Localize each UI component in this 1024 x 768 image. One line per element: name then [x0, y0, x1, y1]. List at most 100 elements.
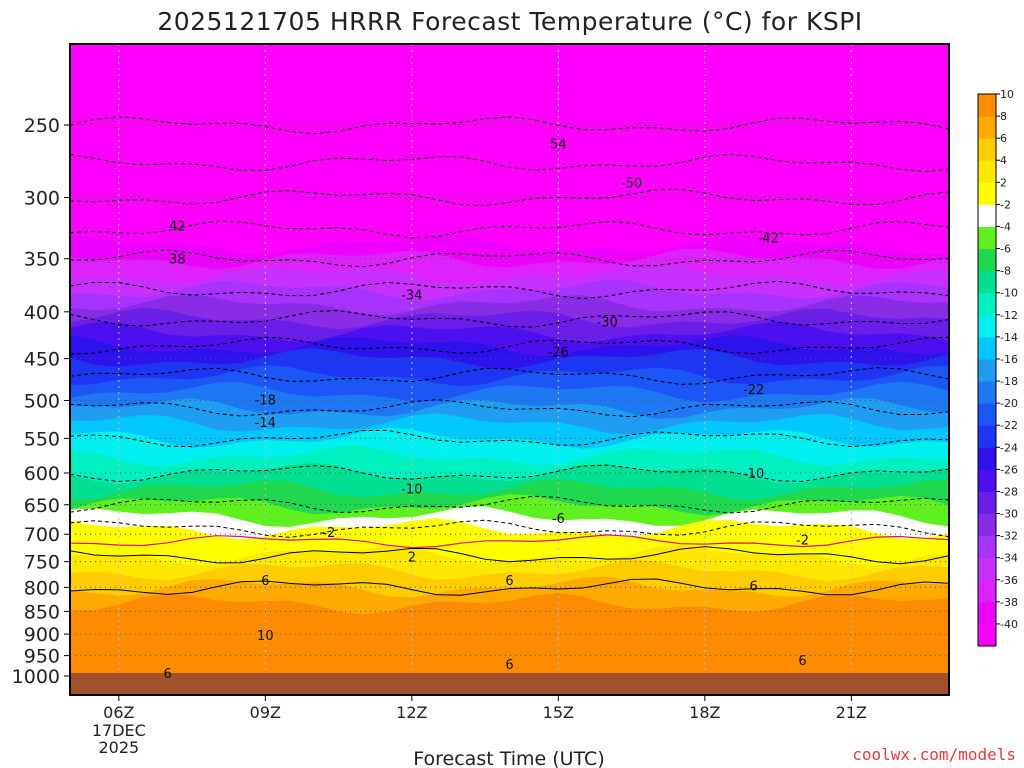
contour--18 — [70, 399, 949, 418]
contour-label-16: 2 — [408, 550, 416, 565]
band-fill-8 — [70, 593, 949, 695]
y-axis: 2503003504004505005506006507007508008509… — [12, 115, 70, 688]
colorbar-swatch-17 — [978, 248, 996, 272]
contour-lines — [70, 116, 949, 596]
x-date-label-1: 2025 — [98, 738, 139, 757]
x-tick-label-06Z: 06Z — [103, 703, 134, 722]
x-tick-label-09Z: 09Z — [250, 703, 281, 722]
contour-label-21: 6 — [164, 667, 172, 682]
contour-label-18: 6 — [505, 574, 513, 589]
contour-label-5: -34 — [401, 289, 422, 304]
colorbar-swatch-20 — [978, 182, 996, 205]
contour-label-6: -30 — [597, 316, 618, 331]
filled-contours — [70, 44, 949, 695]
colorbar-swatch-6 — [978, 491, 996, 515]
colorbar-tick-label-0: -40 — [1000, 618, 1018, 631]
colorbar-tick-label-2: -36 — [1000, 574, 1018, 587]
ground-surface — [70, 673, 949, 695]
y-tick-label-500: 500 — [24, 391, 60, 413]
y-tick-label-300: 300 — [24, 187, 60, 209]
y-tick-label-850: 850 — [24, 601, 60, 623]
y-tick-label-800: 800 — [24, 577, 60, 599]
colorbar-tick-label-20: 2 — [1000, 176, 1007, 189]
colorbar-swatch-2 — [978, 579, 996, 603]
contour-label-2: 42 — [169, 220, 186, 235]
colorbar-swatch-3 — [978, 557, 996, 581]
x-date-label-0: 17DEC — [92, 721, 146, 740]
colorbar-swatch-19 — [978, 204, 996, 227]
contour-label-9: -18 — [255, 394, 276, 409]
contour--38 — [70, 249, 949, 268]
contour-label-10: -14 — [255, 416, 276, 431]
colorbar-swatch-1 — [978, 601, 996, 625]
contour--50 — [70, 153, 949, 173]
colorbar-frame — [977, 93, 997, 647]
contour-label-13: -6 — [552, 512, 565, 527]
y-tick-label-1000: 1000 — [12, 666, 60, 688]
colorbar-tick-label-15: -10 — [1000, 287, 1018, 300]
colorbar-tick-label-6: -28 — [1000, 485, 1018, 498]
colorbar-tick-label-21: 4 — [1000, 154, 1007, 167]
contour-label-14: -2 — [322, 526, 335, 541]
contour-label-0: 54 — [550, 138, 567, 153]
colorbar-tick-label-10: -20 — [1000, 397, 1018, 410]
contour-2 — [70, 546, 949, 565]
colorbar-tick-label-3: -34 — [1000, 552, 1018, 565]
y-tick-label-400: 400 — [24, 302, 60, 324]
contour-label-12: -10 — [743, 467, 764, 482]
contour-label-19: 6 — [750, 579, 758, 594]
colorbar-swatch-4 — [978, 535, 996, 559]
contour-label-11: -10 — [401, 483, 422, 498]
contour-label-1: -50 — [621, 177, 642, 192]
chart-title: 2025121705 HRRR Forecast Temperature (°C… — [157, 7, 862, 36]
contour--6 — [70, 495, 949, 514]
colorbar-tick-label-8: -24 — [1000, 441, 1018, 454]
contour-label-15: -2 — [796, 533, 809, 548]
colorbar-swatch-15 — [978, 292, 996, 316]
y-tick-label-700: 700 — [24, 524, 60, 546]
y-tick-label-950: 950 — [24, 646, 60, 668]
y-tick-label-350: 350 — [24, 249, 60, 271]
colorbar-swatch-24 — [978, 94, 996, 117]
contour--30 — [70, 310, 949, 328]
colorbar-tick-label-9: -22 — [1000, 419, 1018, 432]
colorbar-tick-label-14: -12 — [1000, 309, 1018, 322]
colorbar-swatch-0 — [978, 623, 996, 647]
plot-frame — [69, 43, 950, 696]
colorbar-tick-label-4: -32 — [1000, 530, 1018, 543]
contour-label-3: -42 — [758, 232, 779, 247]
colorbar-swatch-11 — [978, 381, 996, 404]
colorbar-tick-label-7: -26 — [1000, 463, 1018, 476]
colorbar-swatch-7 — [978, 469, 996, 492]
contour-labels: 54-5042-4238-34-30-26-22-18-14-10-10-6-2… — [164, 138, 809, 682]
colorbar-swatch-13 — [978, 336, 996, 360]
colorbar-tick-label-16: -8 — [1000, 265, 1011, 278]
colorbar-swatch-16 — [978, 270, 996, 294]
colorbar-swatch-8 — [978, 447, 996, 470]
colorbar-swatch-5 — [978, 513, 996, 537]
contour-label-7: -26 — [548, 345, 569, 360]
colorbar-tick-label-13: -14 — [1000, 331, 1018, 344]
x-tick-label-12Z: 12Z — [396, 703, 427, 722]
y-tick-label-250: 250 — [24, 115, 60, 137]
y-tick-label-600: 600 — [24, 463, 60, 485]
y-tick-label-750: 750 — [24, 552, 60, 574]
contour--10 — [70, 464, 949, 483]
contour--46 — [70, 188, 949, 207]
colorbar-tick-label-1: -38 — [1000, 596, 1018, 609]
y-tick-label-450: 450 — [24, 349, 60, 371]
colorbar-tick-label-22: 6 — [1000, 132, 1007, 145]
colorbar-swatch-14 — [978, 314, 996, 338]
contour-label-23: 6 — [798, 654, 806, 669]
colorbar-swatch-9 — [978, 425, 996, 448]
contour--2 — [70, 519, 949, 538]
colorbar-tick-label-17: -6 — [1000, 243, 1011, 256]
x-tick-label-15Z: 15Z — [543, 703, 574, 722]
contour--34 — [70, 280, 949, 300]
colorbar-tick-label-11: -18 — [1000, 375, 1018, 388]
colorbar-swatch-23 — [978, 116, 996, 139]
contour--26 — [70, 336, 949, 355]
contour-0 — [70, 534, 949, 549]
